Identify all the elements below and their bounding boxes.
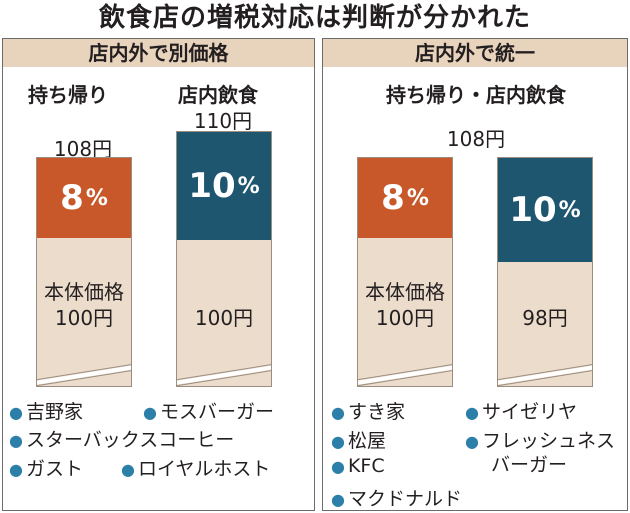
store-item: ● 松屋 bbox=[331, 430, 386, 452]
break-mark-icon bbox=[498, 364, 592, 386]
tax-rate-unit: % bbox=[406, 185, 429, 211]
store-item: ● モスバーガー bbox=[143, 401, 274, 423]
base-price-value: 100円 bbox=[194, 306, 254, 330]
bullet-icon: ● bbox=[331, 432, 345, 451]
tax-rate-value: 10 bbox=[509, 190, 557, 230]
bullet-icon: ● bbox=[465, 432, 479, 451]
eatin-price: 110円 bbox=[193, 109, 253, 133]
bullet-icon: ● bbox=[331, 457, 345, 476]
store-item: ● ロイヤルホスト bbox=[121, 458, 271, 480]
bullet-icon: ● bbox=[121, 460, 135, 479]
tax-rate-unit: % bbox=[85, 185, 108, 211]
panel-unified-pricing: 店内外で統一 持ち帰り・店内飲食 108円 8% 本体価格 100円 10% 9… bbox=[322, 38, 628, 511]
tax-rate-unit: % bbox=[558, 197, 581, 223]
panel-separate-pricing: 店内外で別価格 持ち帰り 店内飲食 108円 110円 8% 本体価格 100円… bbox=[2, 38, 315, 511]
combined-label: 持ち帰り・店内飲食 bbox=[386, 83, 566, 107]
eatin-bar: 10% 100円 bbox=[176, 131, 272, 387]
break-mark-icon bbox=[37, 364, 131, 386]
base-price-value: 98円 bbox=[522, 306, 568, 330]
store-item: ● ガスト bbox=[9, 458, 83, 480]
base-price-value: 100円 bbox=[375, 306, 435, 330]
store-item: ● KFC bbox=[331, 455, 385, 477]
bullet-icon: ● bbox=[331, 490, 345, 509]
chart-title: 飲食店の増税対応は判断が分かれた bbox=[98, 3, 531, 33]
eatin-bar: 10% 98円 bbox=[497, 157, 593, 387]
bullet-icon: ● bbox=[331, 403, 345, 422]
store-item: ● 吉野家 bbox=[9, 401, 83, 423]
tax-rate-value: 8 bbox=[60, 178, 84, 218]
bullet-icon: ● bbox=[465, 403, 479, 422]
store-item: ● スターバックスコーヒー bbox=[9, 429, 235, 451]
bullet-icon: ● bbox=[9, 460, 23, 479]
takeout-label: 持ち帰り bbox=[28, 83, 108, 107]
store-item: ● マクドナルド bbox=[331, 488, 462, 510]
store-item: ● サイゼリヤ bbox=[465, 401, 577, 423]
tax-8-segment: 8% bbox=[37, 158, 131, 238]
break-mark-icon bbox=[358, 364, 452, 386]
bullet-icon: ● bbox=[143, 403, 157, 422]
takeout-bar: 8% 本体価格 100円 bbox=[357, 157, 453, 387]
panel-header: 店内外で統一 bbox=[323, 39, 627, 67]
store-item-continued: バーガー bbox=[491, 454, 568, 476]
break-mark-icon bbox=[177, 364, 271, 386]
base-price-label: 本体価格 bbox=[365, 280, 445, 304]
panel-header: 店内外で別価格 bbox=[3, 39, 314, 67]
tax-rate-unit: % bbox=[237, 173, 260, 199]
tax-10-segment: 10% bbox=[498, 158, 592, 262]
bullet-icon: ● bbox=[9, 431, 23, 450]
store-item: ● すき家 bbox=[331, 401, 405, 423]
tax-8-segment: 8% bbox=[358, 158, 452, 238]
base-price-value: 100円 bbox=[54, 306, 114, 330]
tax-rate-value: 10 bbox=[188, 166, 236, 206]
tax-10-segment: 10% bbox=[177, 132, 271, 240]
unified-price: 108円 bbox=[446, 127, 506, 151]
base-price-label: 本体価格 bbox=[44, 280, 124, 304]
bullet-icon: ● bbox=[9, 403, 23, 422]
eatin-label: 店内飲食 bbox=[178, 83, 258, 107]
takeout-bar: 8% 本体価格 100円 bbox=[36, 157, 132, 387]
store-item: ● フレッシュネス bbox=[465, 430, 615, 452]
tax-rate-value: 8 bbox=[381, 178, 405, 218]
